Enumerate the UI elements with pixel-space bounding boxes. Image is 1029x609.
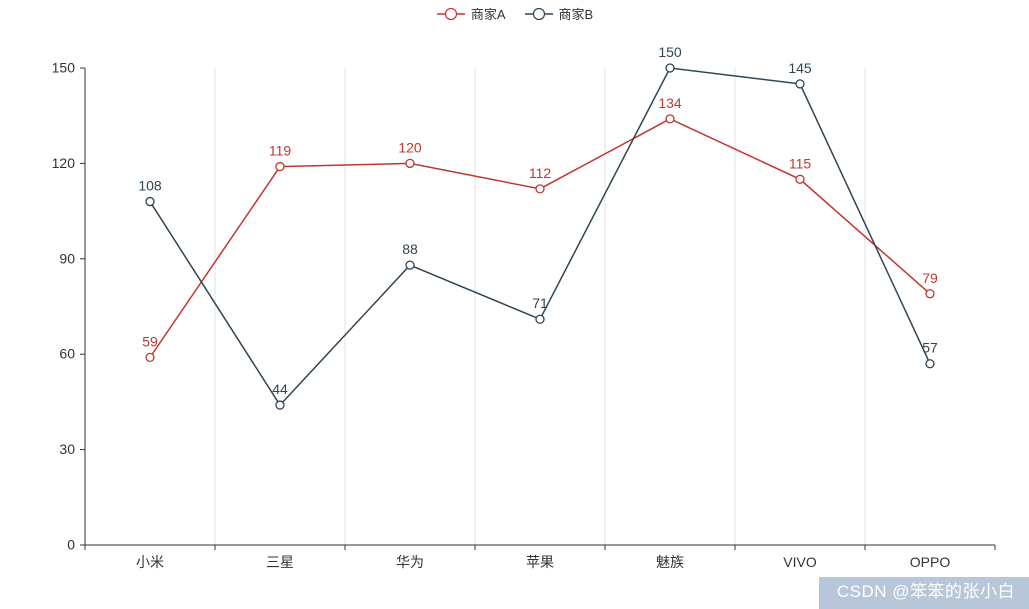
legend-label: 商家A: [470, 7, 506, 22]
data-point-label: 44: [272, 381, 288, 397]
legend-marker-icon: [436, 7, 465, 20]
data-point-marker[interactable]: [275, 161, 285, 172]
data-point-marker[interactable]: [405, 260, 415, 270]
x-category-label: 三星: [266, 554, 294, 570]
data-point-marker[interactable]: [535, 314, 545, 324]
gridlines: [214, 68, 866, 545]
data-point-label: 108: [138, 178, 162, 194]
data-point-label: 134: [658, 95, 682, 111]
data-point-marker[interactable]: [795, 174, 805, 184]
x-category-label: 华为: [396, 554, 424, 570]
data-point-label: 112: [529, 165, 552, 181]
y-tick-label: 150: [52, 59, 76, 75]
x-category-label: OPPO: [910, 554, 951, 570]
data-point-marker[interactable]: [535, 184, 545, 194]
data-point-marker[interactable]: [665, 63, 675, 73]
x-axis-labels: 小米 三星 华为 苹果 魅族 VIVO OPPO: [136, 554, 950, 570]
data-point-label: 119: [269, 143, 292, 159]
data-point-marker[interactable]: [405, 158, 415, 169]
data-point-label: 59: [142, 333, 158, 349]
series-line: [149, 67, 931, 407]
data-point-marker[interactable]: [145, 352, 155, 363]
watermark: CSDN @笨笨的张小白: [818, 577, 1029, 609]
legend-item-商家A[interactable]: 商家A: [436, 4, 506, 23]
series-商家B: 108 44 88 71 150 145 57: [138, 44, 938, 410]
series-商家A: 59 119 120 112 134 115 79: [142, 95, 938, 363]
data-point-label: 71: [532, 295, 548, 311]
data-point-label: 88: [402, 241, 418, 257]
legend: 商家A 商家B: [0, 4, 1029, 23]
data-point-marker[interactable]: [925, 359, 935, 369]
data-point-label: 150: [658, 44, 682, 60]
data-point-label: 57: [922, 340, 938, 356]
data-point-marker[interactable]: [665, 114, 675, 124]
legend-marker-icon: [524, 7, 553, 20]
legend-label: 商家B: [558, 7, 594, 22]
data-point-label: 120: [398, 139, 422, 155]
y-axis-labels: 0 30 60 90 120 150: [52, 59, 76, 552]
data-point-label: 79: [922, 270, 938, 286]
data-point-marker[interactable]: [275, 400, 285, 410]
x-category-label: 魅族: [656, 554, 684, 570]
x-category-label: VIVO: [783, 554, 817, 570]
y-tick-label: 90: [59, 250, 75, 266]
axes: [80, 67, 996, 550]
y-tick-label: 60: [59, 346, 75, 362]
data-point-label: 115: [789, 155, 812, 171]
data-point-marker[interactable]: [145, 196, 155, 207]
y-tick-label: 30: [59, 441, 75, 457]
legend-item-商家B[interactable]: 商家B: [524, 4, 594, 23]
y-tick-label: 0: [67, 536, 75, 552]
y-tick-label: 120: [52, 155, 76, 171]
x-category-label: 小米: [136, 554, 164, 570]
data-point-label: 145: [788, 60, 812, 76]
data-point-marker[interactable]: [795, 79, 805, 89]
x-category-label: 苹果: [526, 554, 554, 570]
data-point-marker[interactable]: [925, 289, 935, 299]
